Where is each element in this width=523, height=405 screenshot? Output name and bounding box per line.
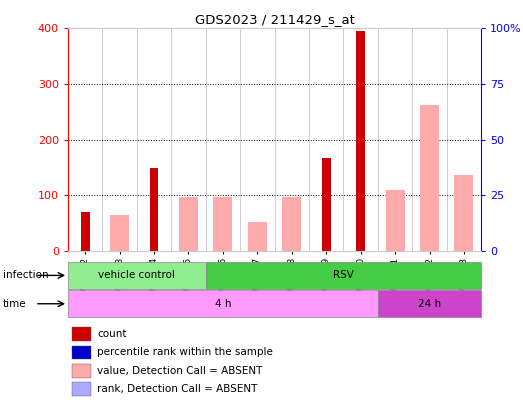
Text: value, Detection Call = ABSENT: value, Detection Call = ABSENT [97,366,263,376]
Bar [179,197,198,251]
Bar [282,197,301,251]
Bar [385,190,405,251]
Text: 4 h: 4 h [214,299,231,309]
Bar [72,345,90,359]
Bar [81,212,89,251]
Text: vehicle control: vehicle control [98,271,175,280]
Bar [322,158,331,251]
Text: rank, Detection Call = ABSENT: rank, Detection Call = ABSENT [97,384,257,394]
Bar [72,382,90,396]
Bar [378,290,481,318]
Bar [72,364,90,378]
Bar [248,222,267,251]
Text: 24 h: 24 h [418,299,441,309]
Bar [454,175,473,251]
Bar [150,168,158,251]
Bar [110,215,129,251]
Text: time: time [3,299,26,309]
Text: infection: infection [3,271,48,280]
Bar [68,262,206,289]
Text: RSV: RSV [333,271,354,280]
Bar [213,197,232,251]
Bar [72,327,90,341]
Title: GDS2023 / 211429_s_at: GDS2023 / 211429_s_at [195,13,355,26]
Bar [420,105,439,251]
Bar [68,290,378,318]
Bar [356,31,365,251]
Text: count: count [97,329,127,339]
Text: percentile rank within the sample: percentile rank within the sample [97,347,273,358]
Bar [206,262,481,289]
